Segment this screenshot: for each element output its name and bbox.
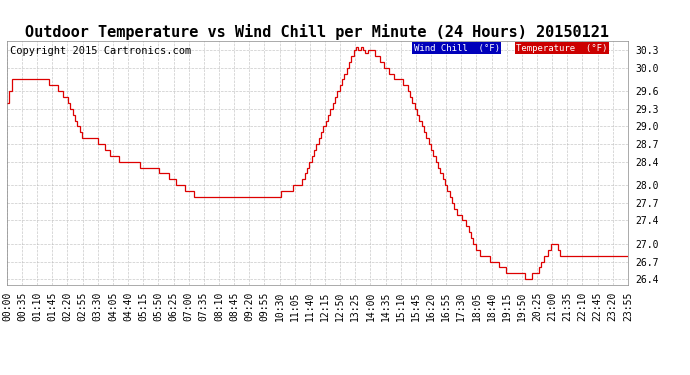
Title: Outdoor Temperature vs Wind Chill per Minute (24 Hours) 20150121: Outdoor Temperature vs Wind Chill per Mi…: [26, 24, 609, 40]
Text: Wind Chill  (°F): Wind Chill (°F): [413, 44, 500, 53]
Text: Temperature  (°F): Temperature (°F): [516, 44, 607, 53]
Text: Copyright 2015 Cartronics.com: Copyright 2015 Cartronics.com: [10, 46, 191, 56]
